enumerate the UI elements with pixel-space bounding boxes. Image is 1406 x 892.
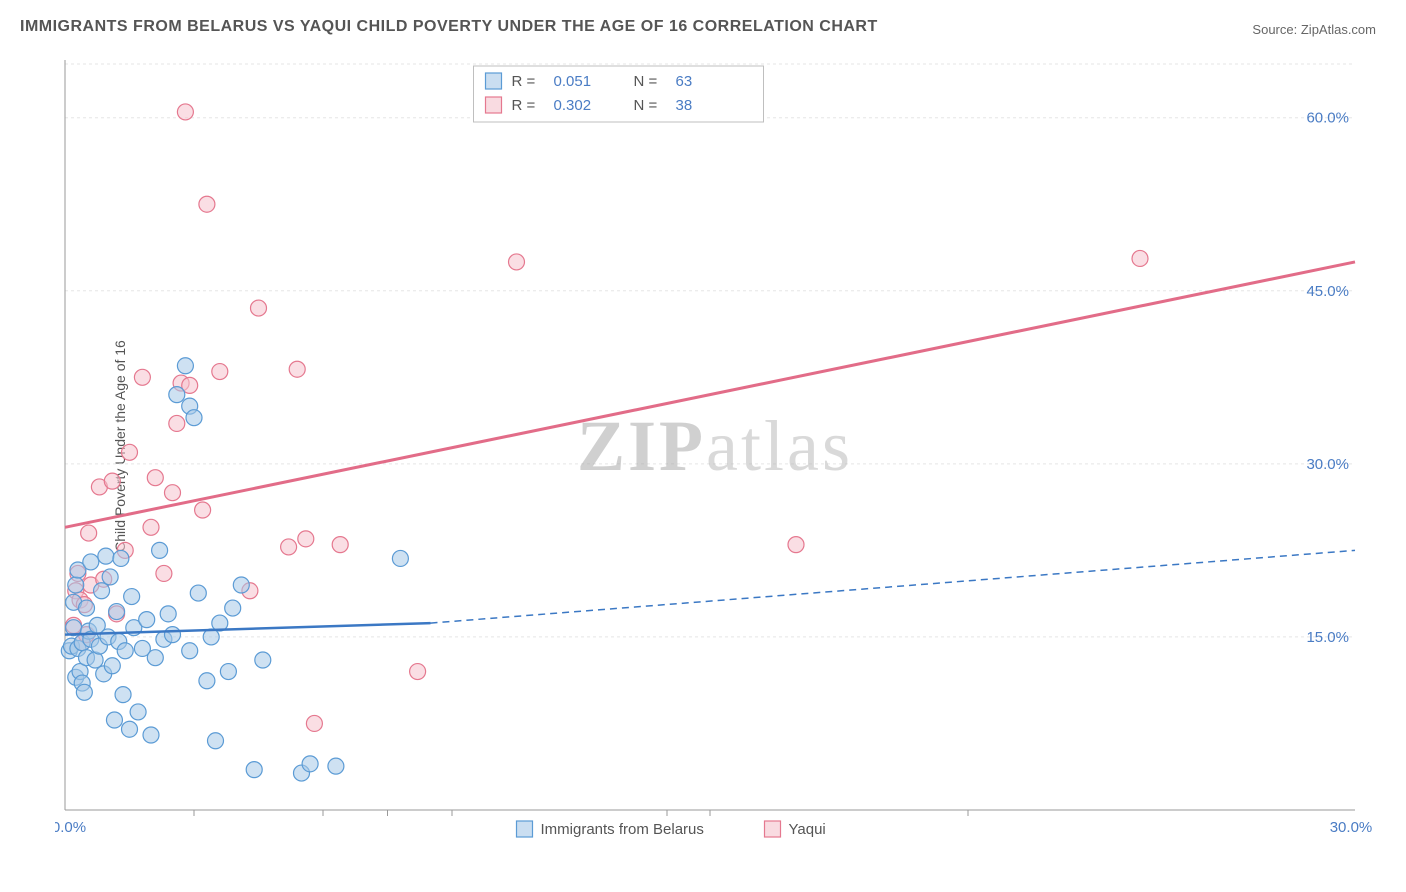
source-link[interactable]: ZipAtlas.com [1301, 22, 1376, 37]
svg-text:0.051: 0.051 [554, 73, 592, 90]
series-legend: Immigrants from Belarus Yaqui [517, 821, 826, 838]
svg-text:N =: N = [634, 97, 658, 114]
svg-text:Immigrants from Belarus: Immigrants from Belarus [541, 821, 704, 838]
watermark: ZIPatlas [577, 406, 853, 486]
svg-text:Yaqui: Yaqui [789, 821, 826, 838]
y-tick-labels: 15.0% 30.0% 45.0% 60.0% [1306, 110, 1349, 646]
svg-text:60.0%: 60.0% [1306, 110, 1349, 127]
chart-title: IMMIGRANTS FROM BELARUS VS YAQUI CHILD P… [20, 18, 878, 36]
scatter-points-belarus [61, 358, 408, 781]
svg-text:15.0%: 15.0% [1306, 629, 1349, 646]
x-tick-labels: 0.0% 30.0% [55, 819, 1372, 836]
svg-text:38: 38 [676, 97, 693, 114]
correlation-scatter-plot: ZIPatlas 15.0%30.0%45.0%60.0% 0.0%30.0% … [55, 50, 1375, 840]
svg-text:30.0%: 30.0% [1306, 456, 1349, 473]
svg-text:R =: R = [512, 97, 536, 114]
svg-text:0.302: 0.302 [554, 97, 592, 114]
svg-text:R =: R = [512, 73, 536, 90]
correlation-legend: R = 0.051 N = 63 R = 0.302 N = 38 [474, 66, 764, 122]
svg-text:0.0%: 0.0% [55, 819, 86, 836]
svg-text:30.0%: 30.0% [1330, 819, 1373, 836]
gridlines [65, 64, 1355, 637]
svg-text:63: 63 [676, 73, 693, 90]
source-label: Source: [1252, 22, 1297, 37]
svg-text:N =: N = [634, 73, 658, 90]
source-attribution: Source: ZipAtlas.com [1252, 22, 1376, 37]
svg-text:45.0%: 45.0% [1306, 283, 1349, 300]
